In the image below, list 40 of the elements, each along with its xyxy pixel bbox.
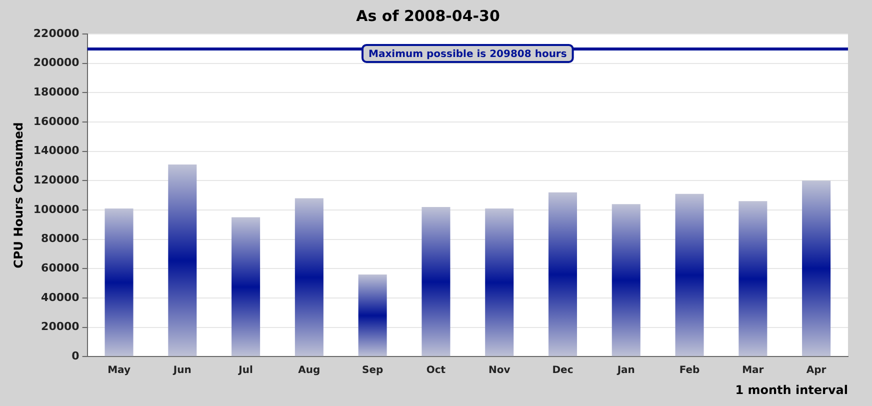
y-tick-label: 40000 [41,290,80,304]
x-tick-label: Dec [552,365,574,376]
bar [675,194,704,356]
x-tick-label: Mar [742,365,764,376]
y-tick-label: 220000 [33,26,80,40]
y-axis-title: CPU Hours Consumed [11,122,26,268]
bar [168,164,197,356]
x-axis-title: 1 month interval [735,382,848,397]
x-tick-label: Nov [488,365,511,376]
y-tick-label: 160000 [33,114,80,128]
chart-title: As of 2008-04-30 [356,6,500,25]
x-tick-label: Oct [426,365,446,376]
bar [548,192,578,356]
y-tick-label: 180000 [33,86,80,99]
bar [612,204,640,356]
y-tick-label: 200000 [33,56,80,70]
y-tick-label: 80000 [41,232,80,246]
y-tick-label: 120000 [33,173,80,186]
x-tick-label: Sep [362,365,384,376]
x-tick-label: May [108,365,131,376]
y-tick-label: 20000 [41,320,80,334]
bar [294,198,324,356]
bar [358,274,387,356]
y-tick-label: 140000 [33,144,80,158]
x-tick-label: Feb [679,365,700,376]
bar [422,207,450,356]
y-tick-label: 100000 [33,202,80,216]
y-tick-label: 0 [72,349,80,362]
ref-line-label: Maximum possible is 209808 hours [368,49,567,60]
bar [485,208,514,356]
x-tick-label: Jan [616,365,635,376]
bar [738,201,768,356]
y-tick-label: 60000 [41,261,80,274]
x-tick-label: Aug [298,365,320,376]
bar [232,217,260,356]
bar [802,180,831,356]
x-tick-label: Jun [172,365,192,376]
x-tick-label: Apr [806,365,826,376]
x-tick-label: Jul [238,365,253,376]
bar [104,208,134,356]
